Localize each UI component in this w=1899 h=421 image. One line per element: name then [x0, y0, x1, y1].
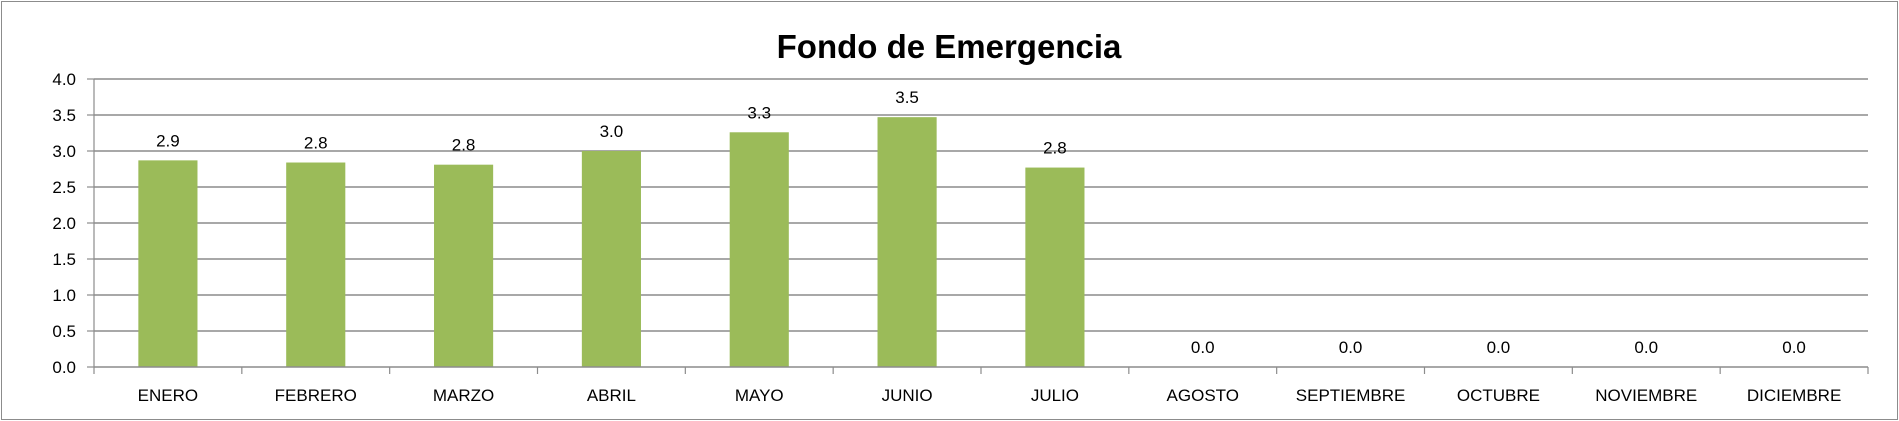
- x-tick-labels: ENERO FEBRERO MARZO ABRIL MAYO JUNIO JULIO AGOS…: [138, 386, 1842, 405]
- y-tick-labels: 0.0 0.5 1.0 1.5 2.0 2.5 3.0 3.5 4.0: [52, 70, 76, 377]
- bar-enero: [138, 160, 198, 367]
- bar-julio: [1025, 167, 1085, 367]
- data-label: 0.0: [1487, 338, 1511, 357]
- x-tick-label: AGOSTO: [1167, 386, 1239, 405]
- data-label: 3.3: [747, 103, 771, 122]
- y-tick-label: 0.0: [52, 358, 76, 377]
- data-label: 2.8: [452, 136, 476, 155]
- x-tick-label: NOVIEMBRE: [1595, 386, 1697, 405]
- y-tick-label: 3.5: [52, 106, 76, 125]
- y-tick-label: 3.0: [52, 142, 76, 161]
- axes: [87, 78, 1869, 374]
- bar-junio: [877, 117, 937, 367]
- x-tick-label: ABRIL: [587, 386, 636, 405]
- chart-title: Fondo de Emergencia: [777, 28, 1122, 65]
- y-tick-label: 4.0: [52, 70, 76, 89]
- bar-marzo: [434, 164, 494, 367]
- data-label: 0.0: [1634, 338, 1658, 357]
- data-label: 2.8: [304, 134, 328, 153]
- y-tick-label: 2.0: [52, 214, 76, 233]
- x-tick-label: SEPTIEMBRE: [1296, 386, 1406, 405]
- x-tick-label: JULIO: [1031, 386, 1079, 405]
- x-tick-label: JUNIO: [882, 386, 933, 405]
- y-tick-label: 0.5: [52, 322, 76, 341]
- data-label: 3.0: [600, 122, 624, 141]
- bar-mayo: [729, 132, 789, 367]
- bar-febrero: [286, 162, 346, 367]
- x-tick-label: ENERO: [138, 386, 198, 405]
- data-labels: 2.9 2.8 2.8 3.0 3.3 3.5 2.8 0.0 0.0 0.0 0.0 0.0: [156, 88, 1806, 357]
- data-label: 0.0: [1782, 338, 1806, 357]
- y-tick-label: 1.0: [52, 286, 76, 305]
- x-tick-label: OCTUBRE: [1457, 386, 1540, 405]
- x-tick-label: MARZO: [433, 386, 494, 405]
- x-tick-label: DICIEMBRE: [1747, 386, 1841, 405]
- data-label: 0.0: [1339, 338, 1363, 357]
- gridlines: [94, 78, 1868, 332]
- y-tick-label: 1.5: [52, 250, 76, 269]
- bars: [138, 117, 1085, 367]
- x-tick-label: FEBRERO: [275, 386, 357, 405]
- data-label: 2.8: [1043, 139, 1067, 158]
- x-tick-label: MAYO: [735, 386, 784, 405]
- data-label: 0.0: [1191, 338, 1215, 357]
- data-label: 2.9: [156, 131, 180, 150]
- data-label: 3.5: [895, 88, 919, 107]
- bar-abril: [581, 151, 641, 367]
- y-tick-label: 2.5: [52, 178, 76, 197]
